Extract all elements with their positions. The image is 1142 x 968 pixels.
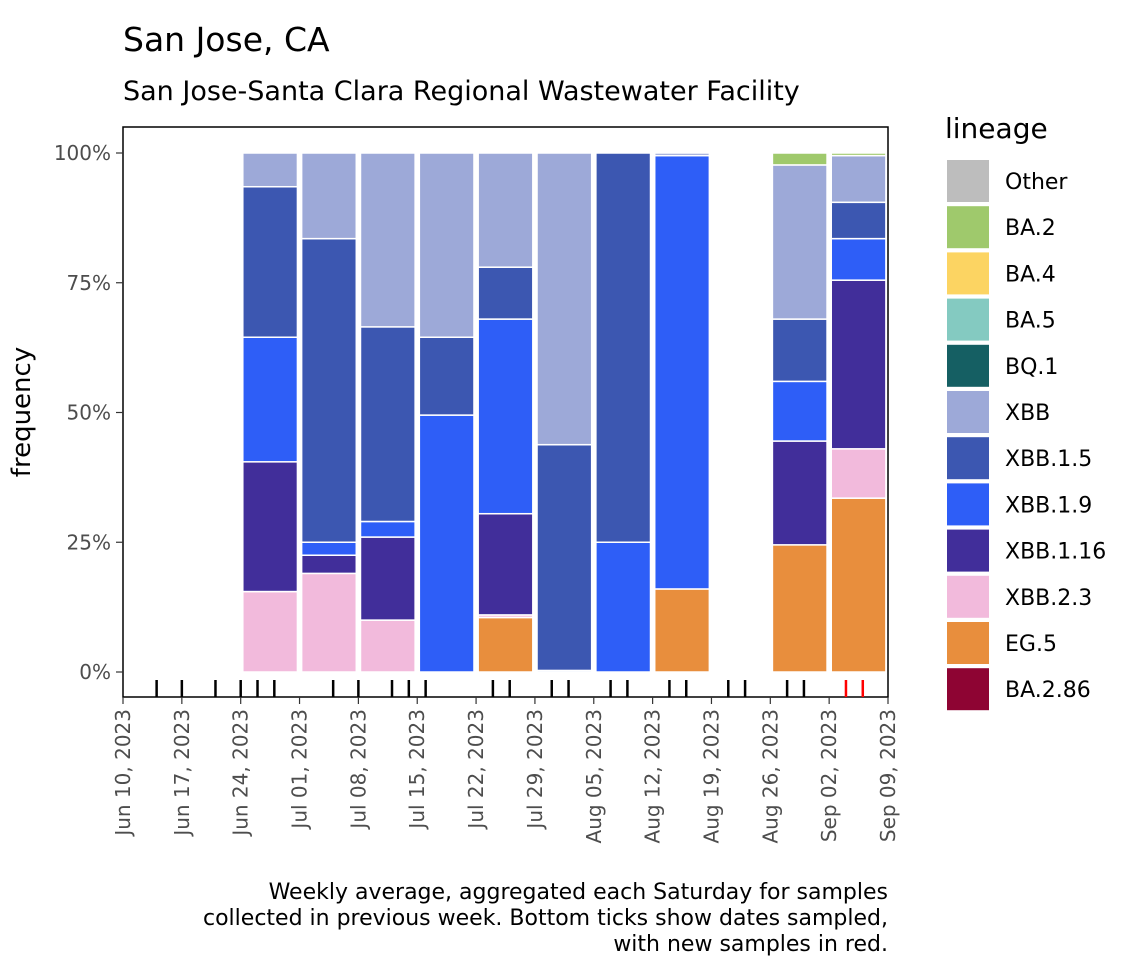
bar-segment-xbb-1-9 — [771, 380, 828, 442]
x-tick-label: Jul 22, 2023 — [464, 709, 488, 831]
bar-segment-xbb-1-16 — [242, 461, 299, 593]
legend-swatch — [947, 298, 989, 341]
bar-segment-xbb-1-5 — [595, 152, 652, 543]
bar-segment-xbb — [771, 164, 828, 320]
x-tick-label: Sep 02, 2023 — [817, 709, 841, 842]
bar-segment-xbb-1-9 — [359, 520, 416, 538]
bar-segment-xbb-1-5 — [359, 326, 416, 523]
legend-swatch — [947, 252, 989, 295]
legend-label: XBB — [1005, 401, 1050, 426]
x-tick-label: Jul 01, 2023 — [288, 709, 312, 831]
bar-segment-xbb — [477, 152, 534, 268]
bar-segment-xbb-2-3 — [359, 619, 416, 673]
legend-label: BA.2.86 — [1005, 678, 1091, 703]
chart-title: San Jose, CA — [123, 20, 330, 59]
chart-caption: Weekly average, aggregated each Saturday… — [128, 880, 888, 958]
bar-segment-xbb-1-16 — [771, 440, 828, 546]
bar-segment-xbb-1-5 — [300, 237, 358, 543]
legend-label: BA.5 — [1005, 309, 1056, 334]
bar-segment-xbb — [359, 152, 416, 328]
bar-segment-eg-5 — [771, 544, 828, 673]
bar-segment-xbb-1-5 — [418, 336, 475, 416]
x-tick-label: Sep 09, 2023 — [876, 709, 900, 842]
bar-segment-xbb-1-9 — [477, 318, 534, 515]
legend-label: Other — [1005, 170, 1068, 195]
legend-swatch — [947, 622, 989, 664]
bar-segment-xbb-1-5 — [830, 201, 887, 240]
legend-swatch — [947, 160, 989, 202]
bar-segment-xbb — [536, 152, 593, 446]
x-tick-label: Jun 24, 2023 — [229, 709, 253, 838]
y-axis-label: frequency — [7, 347, 37, 477]
bar-segment-xbb-2-3 — [830, 448, 887, 499]
legend-label: XBB.2.3 — [1005, 586, 1092, 611]
y-tick-label: 0% — [79, 660, 111, 684]
legend-swatch — [947, 344, 989, 387]
x-tick-label: Jul 29, 2023 — [523, 709, 547, 831]
chart-subtitle: San Jose-Santa Clara Regional Wastewater… — [123, 76, 800, 107]
legend-label: EG.5 — [1005, 632, 1057, 657]
bar-segment-xbb-1-9 — [418, 414, 475, 673]
x-tick-label: Jul 15, 2023 — [405, 709, 429, 831]
bar-segment-xbb — [300, 152, 358, 240]
bar-segment-xbb-1-9 — [653, 154, 711, 590]
bar-segment-xbb — [418, 152, 475, 338]
legend-label: XBB.1.5 — [1005, 447, 1092, 472]
caption-line: with new samples in red. — [613, 932, 888, 957]
bar-segment-xbb-1-9 — [595, 541, 652, 673]
bar-segment-eg-5 — [477, 616, 534, 673]
x-tick-label: Aug 19, 2023 — [699, 709, 723, 843]
legend-title: lineage — [945, 112, 1048, 145]
legend-swatch — [947, 668, 989, 711]
bar-segment-ba-2 — [771, 152, 828, 166]
y-tick-label: 75% — [67, 271, 111, 295]
legend-swatch — [947, 483, 989, 526]
x-tick-label: Aug 12, 2023 — [641, 709, 665, 843]
legend-label: BA.2 — [1005, 216, 1056, 241]
bar-segment-xbb-1-5 — [477, 266, 534, 320]
x-tick-label: Aug 05, 2023 — [582, 709, 606, 843]
caption-line: collected in previous week. Bottom ticks… — [203, 906, 888, 931]
bar-segment-eg-5 — [653, 588, 711, 673]
bar-segment-xbb-1-16 — [477, 512, 534, 616]
legend-label: BQ.1 — [1005, 355, 1058, 380]
bar-segment-xbb-2-3 — [300, 572, 358, 673]
x-tick-label: Jun 10, 2023 — [111, 709, 135, 838]
y-tick-label: 100% — [54, 141, 111, 165]
legend-label: XBB.1.9 — [1005, 493, 1092, 518]
x-tick-label: Jun 17, 2023 — [170, 709, 194, 838]
bar-segment-xbb-1-9 — [300, 541, 358, 556]
bar-segment-xbb-1-16 — [300, 554, 358, 575]
bar-segment-xbb — [242, 152, 299, 188]
bar-segment-ba-2 — [830, 152, 887, 157]
bar-segment-xbb-1-5 — [771, 318, 828, 383]
bar-segment-xbb — [653, 152, 711, 157]
y-tick-label: 25% — [67, 530, 111, 554]
bar-segment-xbb-1-5 — [242, 185, 299, 338]
legend-swatch — [947, 391, 989, 433]
legend-swatch — [947, 575, 989, 618]
bar-segment-eg-5 — [830, 497, 887, 673]
bar-segment-xbb — [830, 154, 887, 204]
legend-swatch — [947, 437, 989, 480]
legend-label: BA.4 — [1005, 262, 1056, 287]
x-tick-label: Jul 08, 2023 — [346, 709, 370, 831]
bar-segment-xbb-2-3 — [242, 590, 299, 673]
caption-line: Weekly average, aggregated each Saturday… — [268, 880, 888, 905]
legend-swatch — [947, 206, 989, 249]
bar-segment-xbb-1-9 — [242, 336, 299, 463]
bar-segment-xbb-1-16 — [359, 536, 416, 621]
bar-segment-xbb-1-16 — [830, 279, 887, 450]
legend-label: XBB.1.16 — [1005, 540, 1106, 565]
legend-swatch — [947, 529, 989, 572]
y-tick-label: 50% — [67, 401, 111, 425]
bar-segment-xbb-1-5 — [536, 443, 593, 672]
x-tick-label: Aug 26, 2023 — [758, 709, 782, 843]
bar-segment-xbb-1-9 — [830, 237, 887, 281]
